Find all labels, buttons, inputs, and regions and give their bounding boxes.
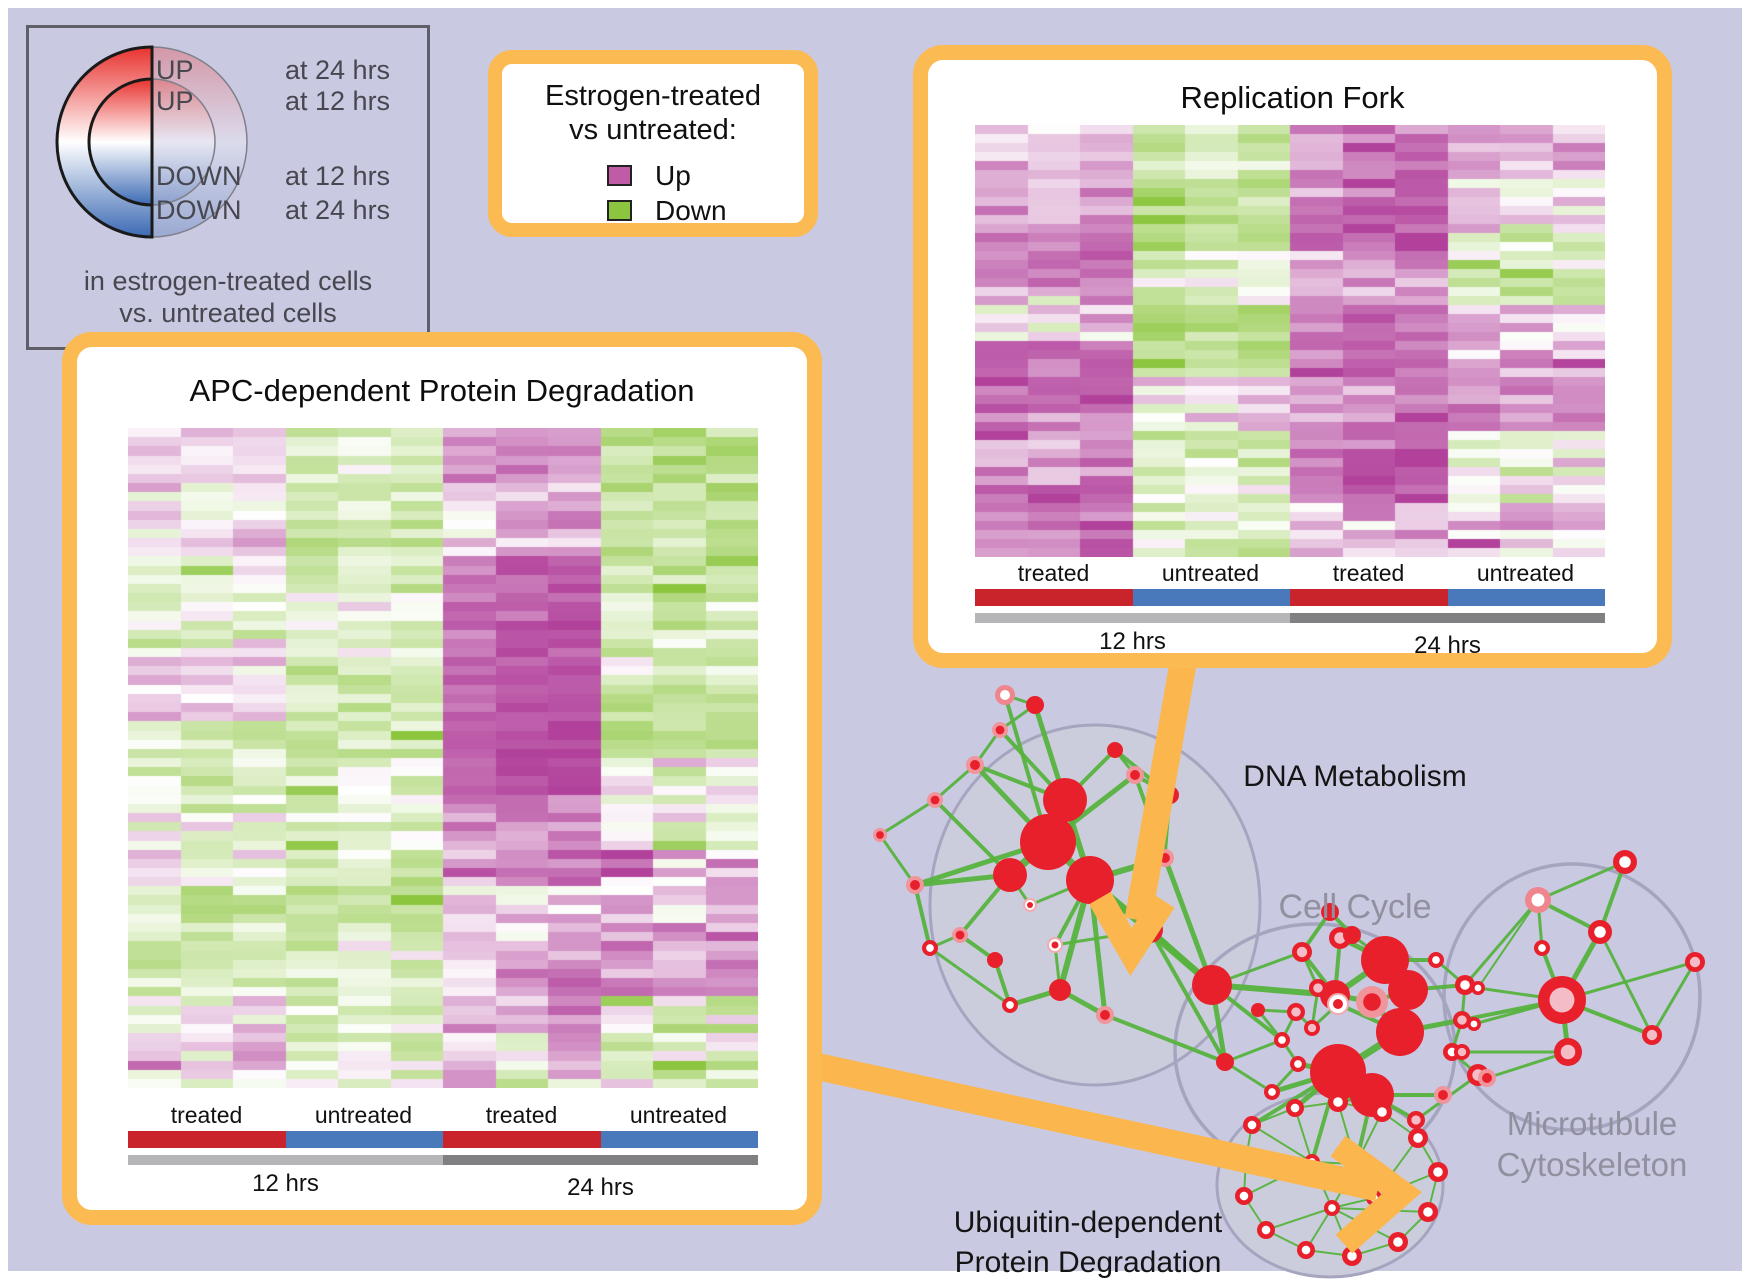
legend-item-down: Down: [502, 195, 804, 226]
rf-24hrs-label: 24 hrs: [1414, 632, 1481, 659]
legend-item-up: Up: [502, 160, 804, 191]
up-color-swatch: [607, 165, 632, 186]
rf-panel-title: Replication Fork: [1180, 80, 1405, 115]
rf-group-label-0: treated: [1017, 560, 1090, 586]
apc-24hrs-label: 24 hrs: [567, 1174, 634, 1201]
apc-24hrs-bar: [443, 1155, 758, 1165]
rf-group-label-3: untreated: [1476, 560, 1575, 586]
ring-legend-graphic: [55, 45, 248, 239]
up-label: Up: [655, 160, 691, 191]
down-color-swatch: [607, 200, 632, 221]
ring-legend-time-1: at 12 hrs: [285, 86, 391, 116]
ring-legend-dir-0: UP: [156, 55, 194, 85]
ring-legend-time-0: at 24 hrs: [285, 55, 391, 85]
apc-degradation-panel: APC-dependent Protein Degradation treate…: [62, 332, 822, 1225]
rf-untreated-bar-12: [1133, 589, 1290, 606]
apc-untreated-bar-12: [286, 1131, 443, 1148]
apc-group-label-3: untreated: [629, 1102, 728, 1128]
apc-heatmap: [128, 428, 758, 1088]
ring-legend-time-3: at 24 hrs: [285, 195, 391, 225]
ring-legend-dir-3: DOWN: [156, 195, 242, 225]
rf-untreated-bar-24: [1448, 589, 1605, 606]
estrogen-legend-box: Estrogen-treated vs untreated: Up Down: [488, 50, 818, 237]
estrogen-legend-title-1: Estrogen-treated: [544, 80, 761, 112]
apc-group-label-2: treated: [485, 1102, 558, 1128]
rf-12hrs-bar: [975, 613, 1290, 623]
ring-legend-dir-1: UP: [156, 86, 194, 116]
apc-12hrs-label: 12 hrs: [252, 1170, 319, 1197]
ring-legend-footer-1: in estrogen-treated cells: [83, 266, 373, 296]
rf-heatmap: [975, 125, 1605, 557]
ring-legend-time-2: at 12 hrs: [285, 161, 391, 191]
apc-untreated-bar-24: [601, 1131, 758, 1148]
ring-legend-dir-2: DOWN: [156, 161, 242, 191]
apc-treated-bar-12: [128, 1131, 286, 1148]
apc-treated-bar-24: [443, 1131, 601, 1148]
rf-group-label-1: untreated: [1161, 560, 1260, 586]
replication-fork-panel: Replication Fork treated untreated treat…: [913, 45, 1672, 668]
rf-treated-bar-24: [1290, 589, 1448, 606]
rf-24hrs-bar: [1290, 613, 1605, 623]
down-label: Down: [655, 195, 727, 226]
rf-treated-bar-12: [975, 589, 1133, 606]
apc-panel-title: APC-dependent Protein Degradation: [189, 373, 695, 408]
ring-legend-box: UP at 24 hrs UP at 12 hrs DOWN at 12 hrs…: [26, 25, 430, 350]
inner-ring-right-half: [151, 78, 216, 206]
rf-12hrs-label: 12 hrs: [1099, 628, 1166, 655]
estrogen-legend-title-2: vs untreated:: [569, 114, 737, 146]
ring-legend-footer-2: vs. untreated cells: [119, 298, 337, 328]
apc-group-label-0: treated: [170, 1102, 243, 1128]
apc-group-label-1: untreated: [314, 1102, 413, 1128]
apc-12hrs-bar: [128, 1155, 443, 1165]
rf-group-label-2: treated: [1332, 560, 1405, 586]
inner-ring-left-half: [87, 77, 154, 207]
